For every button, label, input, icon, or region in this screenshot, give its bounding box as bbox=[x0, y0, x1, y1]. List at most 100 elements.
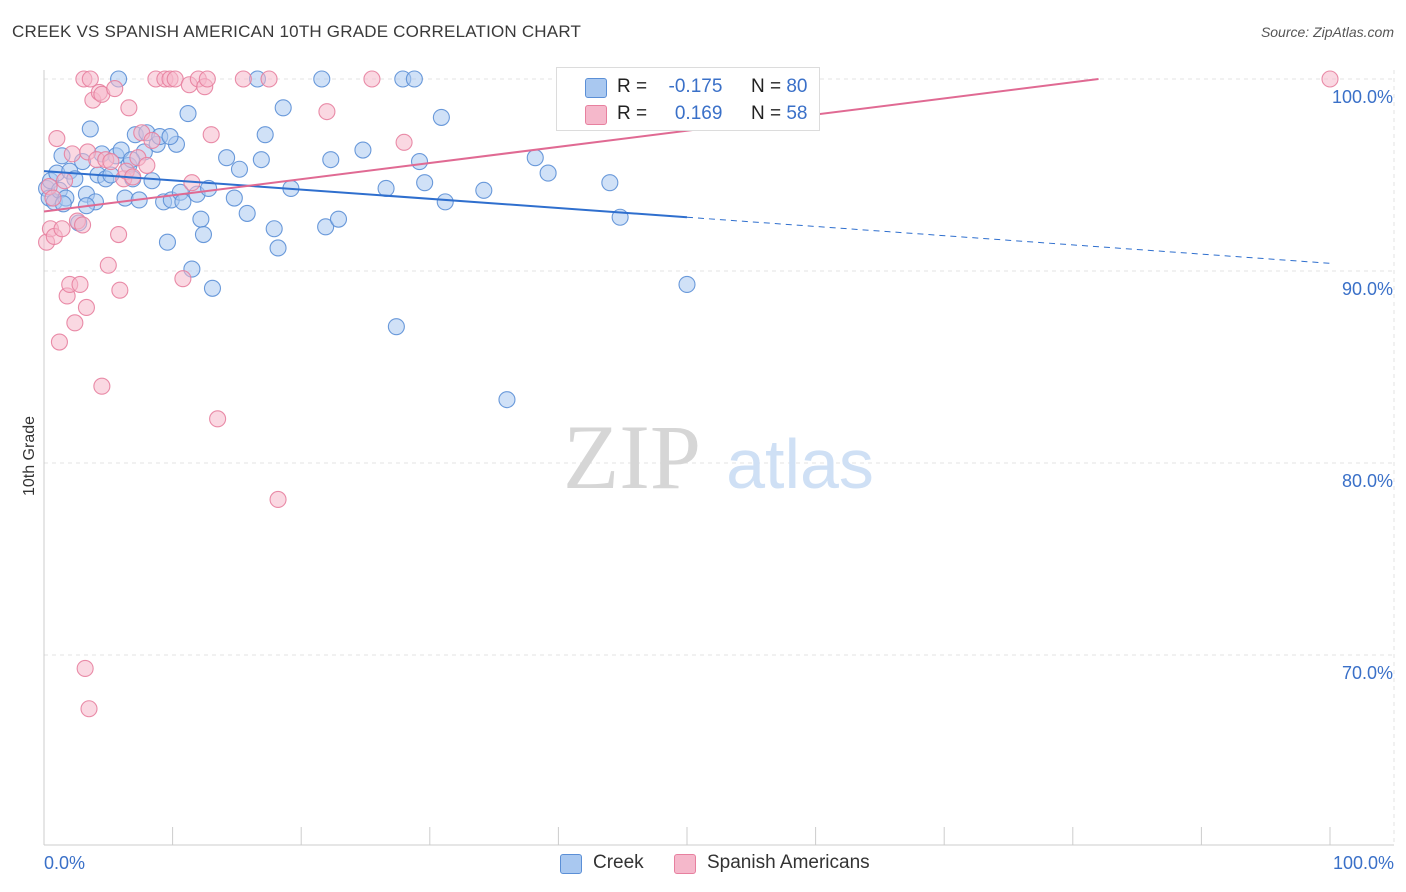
x-tick-label-min: 0.0% bbox=[44, 853, 85, 873]
spanish-point bbox=[99, 256, 117, 274]
creek-point bbox=[269, 239, 287, 257]
spanish-point bbox=[77, 298, 95, 317]
r-label: R = bbox=[617, 76, 648, 97]
spanish-point bbox=[48, 129, 66, 148]
creek-point bbox=[601, 174, 619, 192]
creek-point bbox=[81, 120, 99, 138]
spanish-point bbox=[318, 103, 336, 121]
spanish-point bbox=[56, 172, 74, 190]
spanish-point bbox=[269, 490, 287, 509]
spanish-point bbox=[44, 189, 62, 207]
creek-point bbox=[200, 179, 218, 197]
creek-point bbox=[317, 218, 335, 236]
creek-point bbox=[329, 210, 348, 228]
creek-point bbox=[313, 70, 331, 88]
spanish-point bbox=[363, 70, 381, 88]
creek-point bbox=[387, 318, 405, 336]
creek-point bbox=[116, 189, 134, 207]
creek-point bbox=[498, 391, 516, 409]
creek-point bbox=[218, 149, 236, 167]
spanish-point bbox=[102, 153, 120, 171]
creek-point bbox=[410, 153, 429, 171]
spanish-point bbox=[53, 220, 71, 238]
spanish-point bbox=[209, 410, 227, 428]
y-tick-label: 80.0% bbox=[1342, 471, 1393, 491]
n-label: N = bbox=[750, 103, 782, 124]
creek-trend-extension bbox=[686, 216, 1331, 264]
creek-point bbox=[225, 189, 243, 207]
creek-point bbox=[539, 164, 557, 182]
creek-point bbox=[203, 279, 222, 297]
creek-point bbox=[526, 149, 544, 167]
n-label: N = bbox=[750, 76, 782, 97]
spanish-point bbox=[93, 377, 111, 395]
spanish-point bbox=[174, 270, 192, 288]
spanish-point bbox=[395, 133, 413, 151]
creek-legend-label: Creek bbox=[593, 852, 644, 873]
creek-point bbox=[432, 108, 450, 126]
creek-point bbox=[230, 160, 249, 178]
source-label: Source: ZipAtlas.com bbox=[1260, 24, 1394, 40]
creek-point bbox=[436, 193, 454, 211]
creek-point bbox=[377, 179, 395, 197]
creek-point bbox=[265, 220, 283, 238]
spanish-point bbox=[80, 700, 98, 718]
watermark-zip: ZIP bbox=[563, 406, 701, 508]
spanish-point bbox=[74, 216, 92, 234]
spanish-point bbox=[138, 156, 156, 174]
y-tick-labels: 70.0% 80.0% 90.0% 100.0% bbox=[1332, 87, 1393, 683]
spanish-legend-label: Spanish Americans bbox=[707, 852, 870, 873]
spanish-point bbox=[143, 131, 161, 149]
r-label: R = bbox=[617, 103, 648, 124]
creek-trend-line bbox=[43, 170, 688, 219]
stats-legend: R = -0.175 N = 80 R = 0.169 N = 58 bbox=[556, 67, 820, 131]
spanish-point bbox=[81, 70, 99, 88]
spanish-point bbox=[66, 314, 84, 332]
spanish-point bbox=[260, 70, 278, 88]
creek-point bbox=[158, 233, 177, 251]
spanish-points bbox=[38, 70, 1339, 718]
n-value: 80 bbox=[786, 76, 808, 97]
creek-legend-swatch bbox=[560, 854, 582, 874]
spanish-point bbox=[71, 275, 89, 293]
chart-title: CREEK VS SPANISH AMERICAN 10TH GRADE COR… bbox=[12, 22, 582, 41]
creek-point bbox=[678, 275, 696, 293]
creek-point bbox=[252, 151, 270, 169]
n-value: 58 bbox=[786, 103, 808, 124]
creek-point bbox=[354, 141, 372, 159]
creek-point bbox=[161, 128, 179, 146]
spanish-point bbox=[198, 70, 216, 88]
watermark: ZIP atlas bbox=[563, 406, 874, 508]
spanish-point bbox=[1321, 70, 1339, 88]
creek-point bbox=[256, 126, 274, 144]
spanish-point bbox=[63, 145, 81, 163]
creek-point bbox=[174, 193, 192, 211]
spanish-point bbox=[110, 225, 128, 244]
y-axis-label: 10th Grade bbox=[21, 416, 38, 496]
creek-point bbox=[322, 151, 340, 169]
y-tick-label: 70.0% bbox=[1342, 663, 1393, 683]
trend-lines bbox=[43, 78, 1331, 264]
creek-point bbox=[416, 174, 434, 192]
y-tick-label: 100.0% bbox=[1332, 87, 1393, 107]
spanish-point bbox=[234, 70, 252, 88]
creek-point bbox=[238, 204, 256, 222]
spanish-swatch bbox=[585, 105, 607, 125]
spanish-point bbox=[120, 99, 138, 117]
creek-point bbox=[194, 225, 213, 244]
creek-point bbox=[143, 172, 161, 190]
creek-point bbox=[274, 99, 292, 117]
y-tick-label: 90.0% bbox=[1342, 279, 1393, 299]
creek-swatch bbox=[585, 78, 607, 98]
creek-point bbox=[192, 210, 210, 228]
spanish-point bbox=[50, 333, 68, 351]
creek-point bbox=[179, 105, 197, 123]
r-value: -0.175 bbox=[668, 76, 723, 97]
x-tick-label-max: 100.0% bbox=[1333, 853, 1394, 873]
spanish-legend-swatch bbox=[674, 854, 696, 874]
spanish-trend-line bbox=[43, 78, 1099, 213]
r-value: 0.169 bbox=[674, 103, 723, 124]
watermark-atlas: atlas bbox=[726, 425, 874, 503]
creek-point bbox=[405, 70, 423, 88]
